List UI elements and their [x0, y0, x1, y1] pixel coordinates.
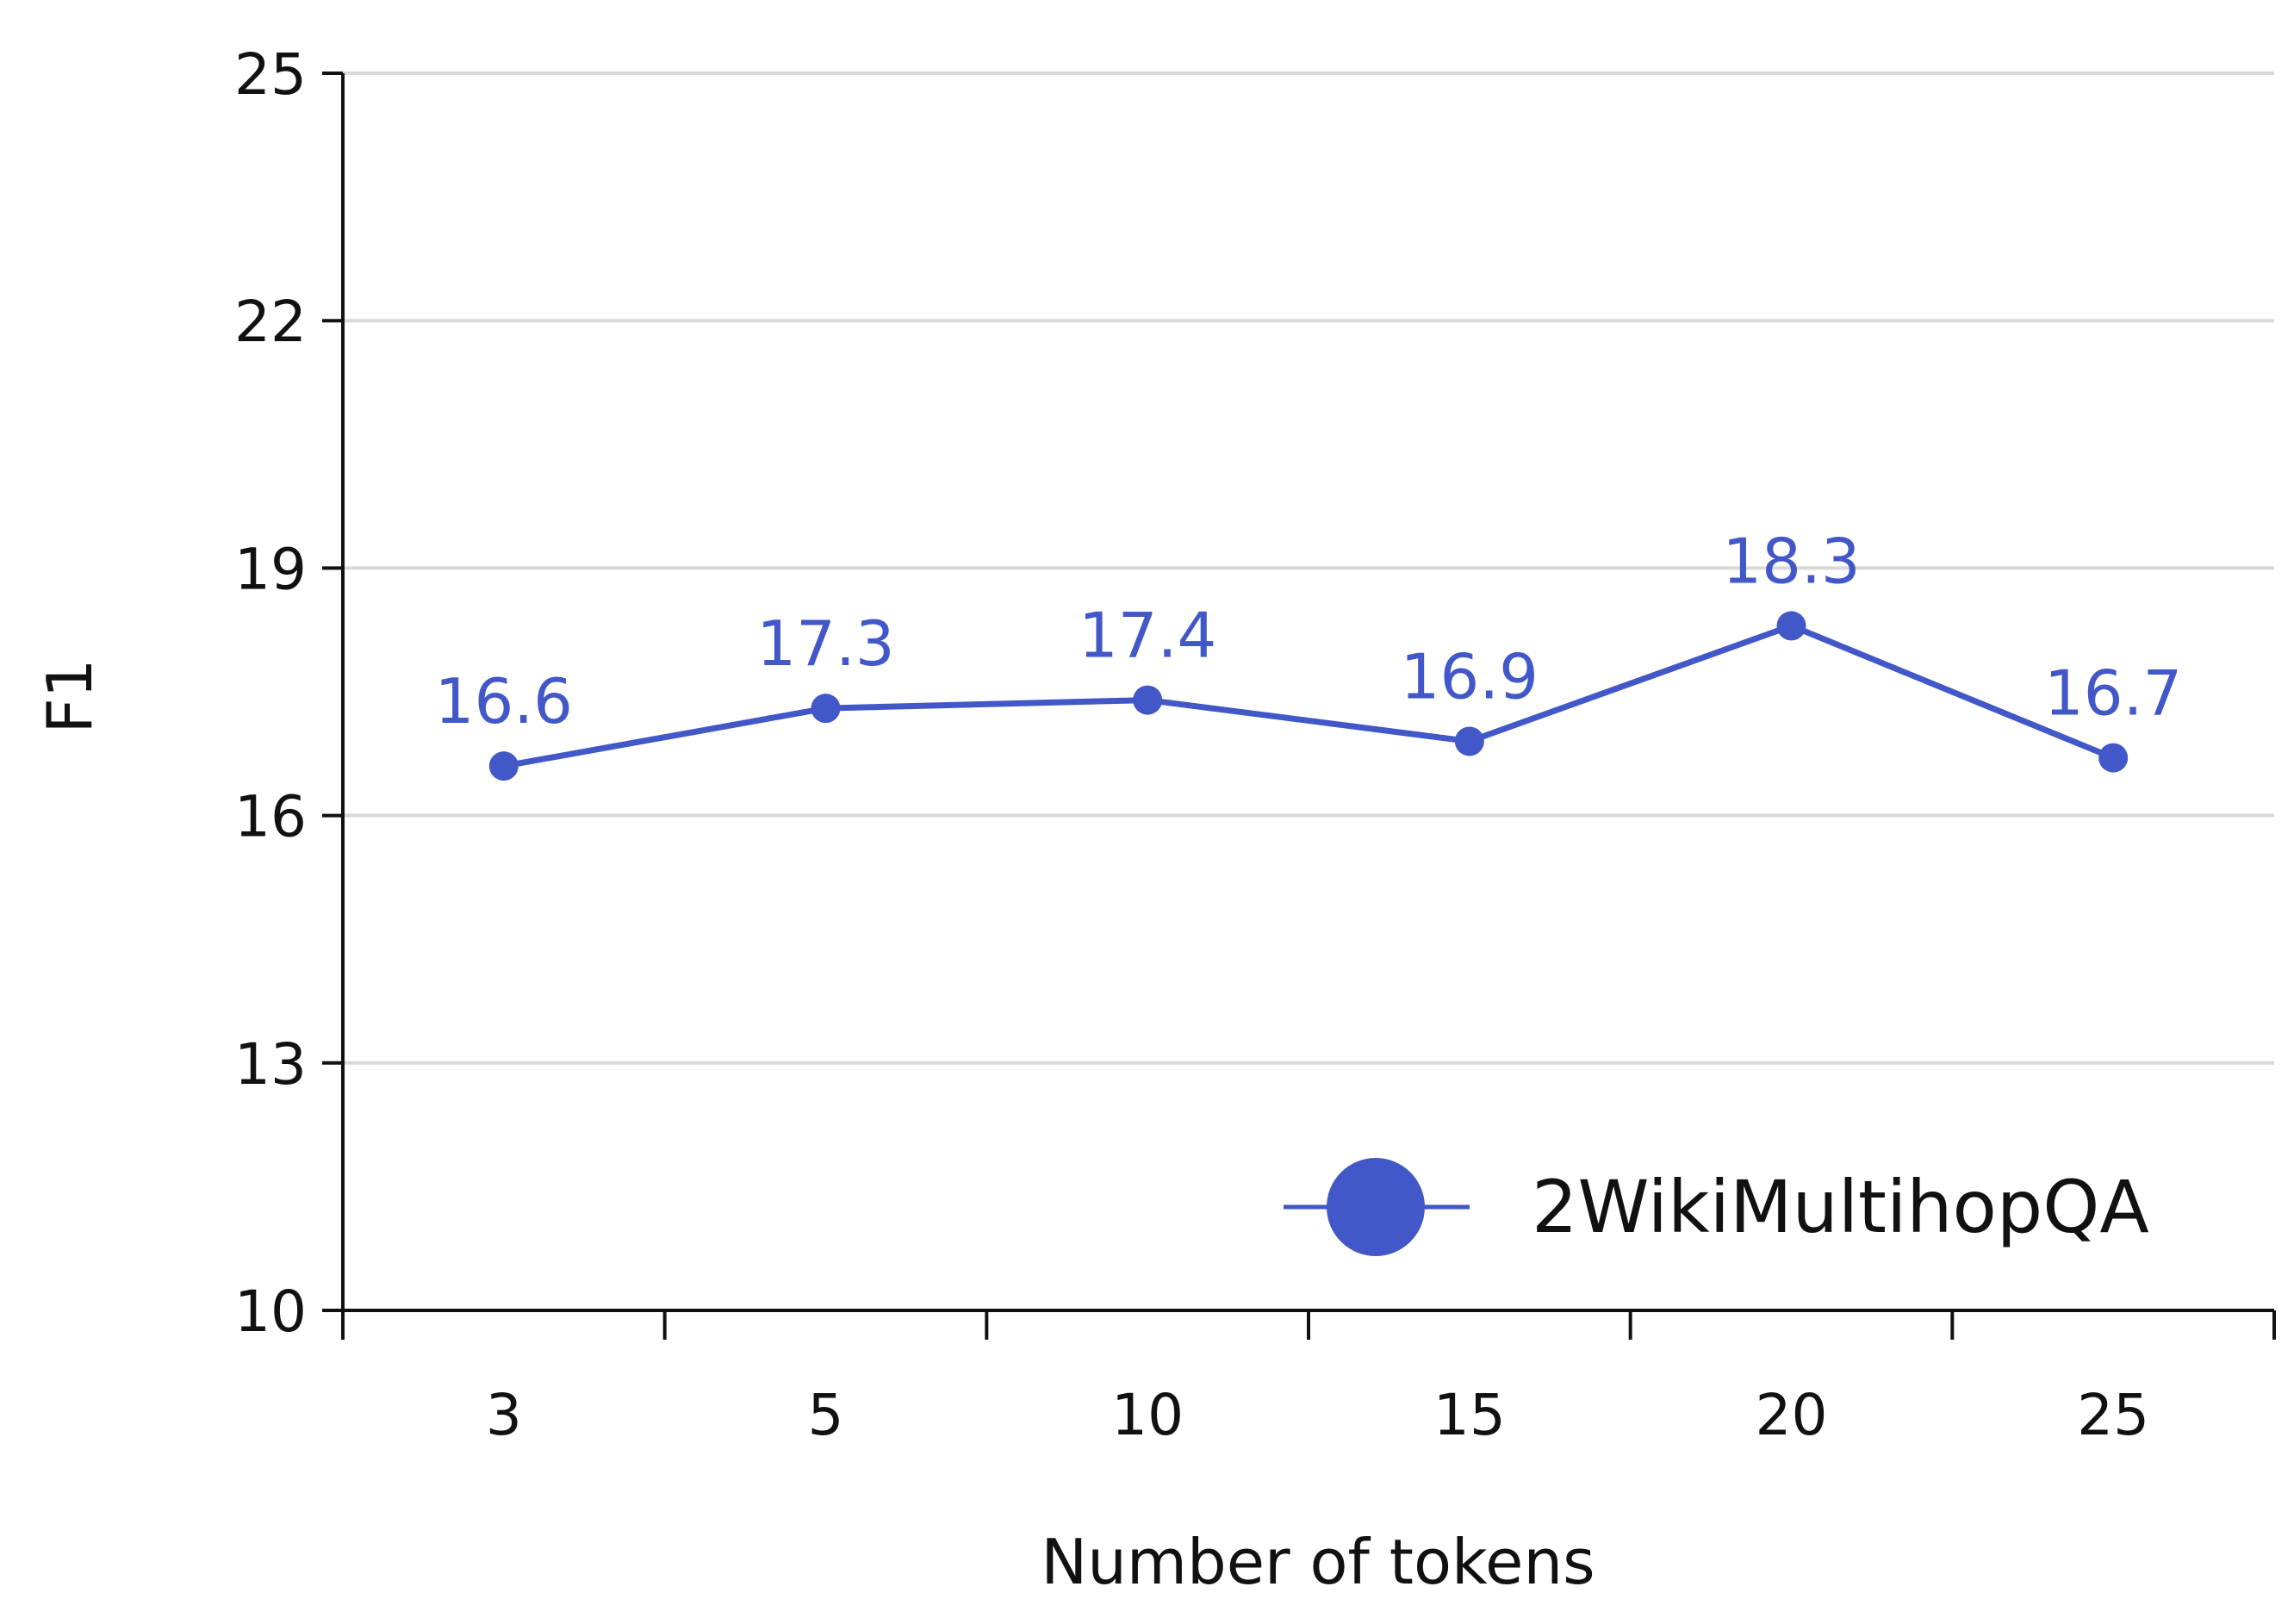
- series-lines: [503, 622, 2115, 769]
- data-label-25: 16.7: [2044, 657, 2182, 730]
- x-axis-title: Number of tokens: [1041, 1526, 1595, 1598]
- x-tick-label-10: 10: [1111, 1382, 1184, 1448]
- data-label-10: 17.4: [1079, 600, 1216, 672]
- legend-marker-swatch: [1327, 1158, 1425, 1256]
- data-label-3: 16.6: [435, 665, 573, 737]
- legend: 2WikiMultihopQA: [1284, 1158, 2149, 1256]
- data-label-5: 17.3: [756, 607, 894, 680]
- y-tick-label-13: 13: [234, 1031, 307, 1098]
- series-line-0: [503, 622, 2115, 769]
- x-tick-label-3: 3: [486, 1382, 522, 1448]
- data-point-20: [1776, 611, 1806, 641]
- data-point-15: [1454, 726, 1484, 756]
- axes: [341, 73, 2274, 1312]
- data-label-15: 16.9: [1401, 640, 1539, 712]
- y-ticks: 10 13 16 19 22 25: [234, 41, 343, 1345]
- data-point-5: [811, 694, 841, 724]
- y-tick-label-25: 25: [234, 41, 307, 108]
- x-tick-label-20: 20: [1756, 1382, 1828, 1448]
- y-tick-label-10: 10: [234, 1279, 307, 1345]
- series-points: [488, 611, 2129, 781]
- data-point-10: [1133, 685, 1163, 715]
- data-point-3: [488, 751, 519, 781]
- y-tick-label-16: 16: [234, 784, 307, 850]
- x-tick-label-25: 25: [2077, 1382, 2149, 1448]
- y-axis-title: F1: [34, 658, 106, 733]
- gridlines: [343, 72, 2274, 1065]
- y-tick-label-22: 22: [234, 289, 307, 355]
- x-tick-label-15: 15: [1433, 1382, 1506, 1448]
- data-point-25: [2098, 743, 2129, 773]
- y-tick-label-19: 19: [234, 536, 307, 602]
- legend-label: 2WikiMultihopQA: [1532, 1165, 2149, 1249]
- x-tick-label-5: 5: [808, 1382, 844, 1448]
- data-label-20: 18.3: [1722, 525, 1860, 597]
- data-labels: 16.6 17.3 17.4 16.9 18.3 16.7: [435, 525, 2183, 737]
- x-ticks: 3 5 10 15 20 25: [341, 1310, 2276, 1448]
